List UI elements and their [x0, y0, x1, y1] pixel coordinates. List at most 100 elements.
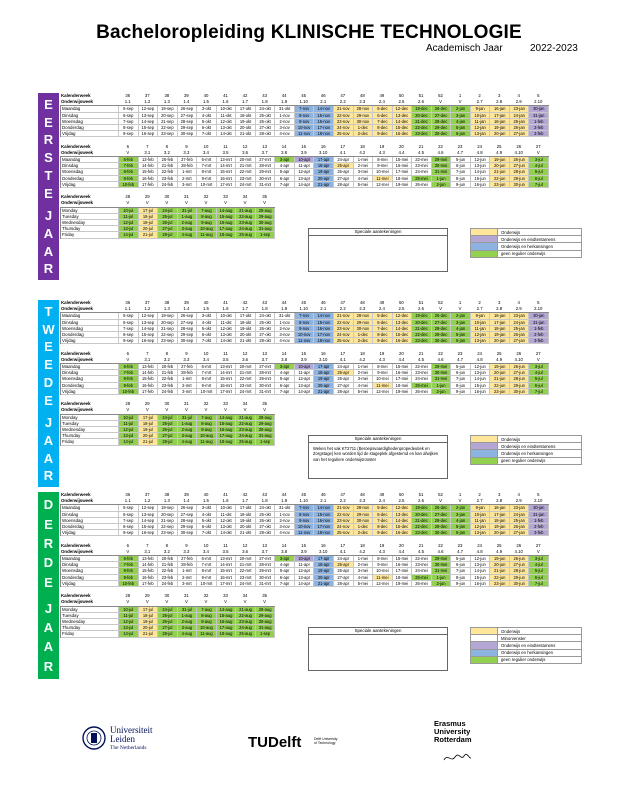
date-cell: 11-aug [197, 232, 217, 239]
date-cell: 10-feb [119, 580, 139, 587]
date-cell: 5-sep [119, 505, 139, 512]
day-row: Dinsdag 6-sep 13-sep 20-sep 27-sep 4-okt 11-ok… [61, 112, 550, 119]
legend-label: Onderwijs [501, 628, 521, 634]
date-cell: 24-apr [334, 364, 354, 371]
legend-label: geen regulier onderwijs [501, 458, 546, 464]
date-cell: 14-okt [216, 530, 237, 537]
calendar-week-number: 32 [203, 593, 209, 599]
teaching-week-number: 3.1 [144, 548, 151, 554]
date-cell: 5-mei [353, 580, 374, 587]
date-cell: 11-nov [294, 338, 315, 345]
day-label: Dinsdag [61, 319, 119, 326]
calendar-week-number: 16 [320, 350, 326, 356]
calendar-week-number: 48 [359, 492, 365, 497]
date-cell: 28-feb [177, 562, 198, 569]
calendar-week-number: 28 [125, 401, 131, 407]
date-cell: 21-apr [314, 388, 335, 395]
date-cell: 30-aug [255, 619, 276, 626]
date-cell: 4-mei [353, 175, 374, 182]
date-cell: 23-jan [509, 313, 530, 320]
date-cell: 15-sep [138, 523, 159, 531]
calendar-week-number: 33 [223, 593, 228, 599]
date-cell: 9-nov [294, 325, 315, 332]
date-cell: 22-aug [236, 612, 256, 619]
date-cell: 20-sep [158, 112, 178, 119]
date-cell: 29-aug [255, 213, 276, 220]
date-cell: 28-jul [158, 439, 178, 446]
date-cell: 6-okt [197, 331, 217, 339]
date-cell: 29-aug [255, 420, 276, 427]
date-cell: 8-nov [294, 112, 315, 119]
date-cell: 28-dec [431, 325, 452, 332]
date-cell: 13-jul [119, 226, 139, 233]
date-cell: 25-jul [158, 213, 178, 220]
date-cell: 2-feb [529, 523, 550, 531]
legend: Onderwijs Onderwijs en eindtentamens Onder… [470, 228, 582, 258]
date-cell: 5-apr [275, 169, 295, 176]
date-cell: 27-apr [334, 574, 354, 581]
calendar-week-number: 26 [516, 350, 522, 356]
date-cell: 23-feb [158, 175, 178, 182]
calendar-week-number: 43 [262, 492, 267, 497]
date-cell: 7-jul [529, 580, 550, 587]
calendar-week-number: 48 [359, 93, 365, 98]
date-cell: 13-dec [392, 112, 413, 119]
day-row: Wednesday 12-jul 19-jul 26-jul 2-aug 9-aug 16-… [61, 220, 276, 227]
teaching-week-number: 1.3 [163, 498, 170, 504]
date-cell: 15-aug [216, 612, 237, 619]
date-cell: 1-feb [529, 118, 550, 125]
date-cell: 15-jun [470, 175, 491, 182]
date-cell: 24-feb [158, 580, 178, 587]
teaching-week-label: Onderwijsweek [61, 200, 93, 206]
date-cell: 12-jun [470, 556, 491, 563]
teaching-week-number: 1.6 [222, 99, 229, 105]
calendar-week-number: 18 [359, 143, 365, 149]
date-cell: 22-sep [158, 331, 178, 339]
day-label: Wednesday [61, 619, 119, 626]
date-cell: 4-jul [529, 370, 550, 377]
date-cell: 15-dec [392, 523, 413, 531]
date-cell: 24-mei [412, 568, 432, 575]
calendar-week-number: 25 [496, 350, 502, 356]
date-cell: 28-apr [334, 580, 354, 587]
date-cell: 24-mrt [236, 580, 256, 587]
date-cell: 12-dec [392, 106, 413, 113]
date-cell: 6-sep [119, 319, 139, 326]
date-cell: 21-dec [412, 325, 432, 332]
date-cell: 9-jun [451, 388, 471, 395]
calendar-week-number: 20 [399, 143, 404, 149]
year-letter: J [44, 208, 53, 223]
date-cell: 1-nov [275, 511, 295, 518]
date-cell: 14-sep [138, 325, 159, 332]
calendar-week-number: 13 [262, 350, 267, 356]
date-cell: 23-sep [158, 131, 178, 138]
date-cell: 1-feb [529, 517, 550, 524]
date-cell: 30-nov [353, 118, 374, 125]
date-cell: 23-sep [158, 338, 178, 345]
date-cell: 20-feb [158, 157, 178, 164]
date-cell: 29-jun [509, 175, 530, 182]
calendar-week-number: 45 [301, 492, 307, 497]
calendar-week-label: Kalenderweek [61, 194, 91, 200]
calendar-week-number: 18 [359, 350, 365, 356]
day-row: Friday 14-jul 21-jul 28-jul 4-aug 11-aug 18-au… [61, 232, 276, 239]
calendar-week-number: 46 [320, 492, 326, 497]
date-cell: 17-jan [490, 511, 510, 518]
date-cell: 12-dec [392, 505, 413, 512]
date-cell: 3-jul [529, 556, 550, 563]
date-cell: 5-apr [275, 376, 295, 383]
day-row: Woensdag 8-feb 15-feb 22-feb 1-mrt 8-mrt 15-mr… [61, 568, 550, 575]
date-cell: 31-mrt [255, 388, 276, 395]
date-cell: 2-jan [451, 106, 471, 113]
date-cell: 11-okt [216, 319, 237, 326]
date-cell: 5-okt [197, 325, 217, 332]
date-cell: 24-nov [334, 331, 354, 339]
day-label: Friday [61, 631, 119, 638]
date-cell: 19-sep [158, 313, 178, 320]
date-cell: 1-nov [275, 112, 295, 119]
date-cell: 1-sep [255, 439, 276, 446]
date-cell: 26-okt [255, 325, 276, 332]
date-cell: 16-mei [392, 163, 413, 170]
calendar-week-number: 29 [144, 401, 150, 407]
day-row: Donderdag 9-feb 16-feb 23-feb 2-mrt 9-mrt 16-m… [61, 574, 550, 581]
